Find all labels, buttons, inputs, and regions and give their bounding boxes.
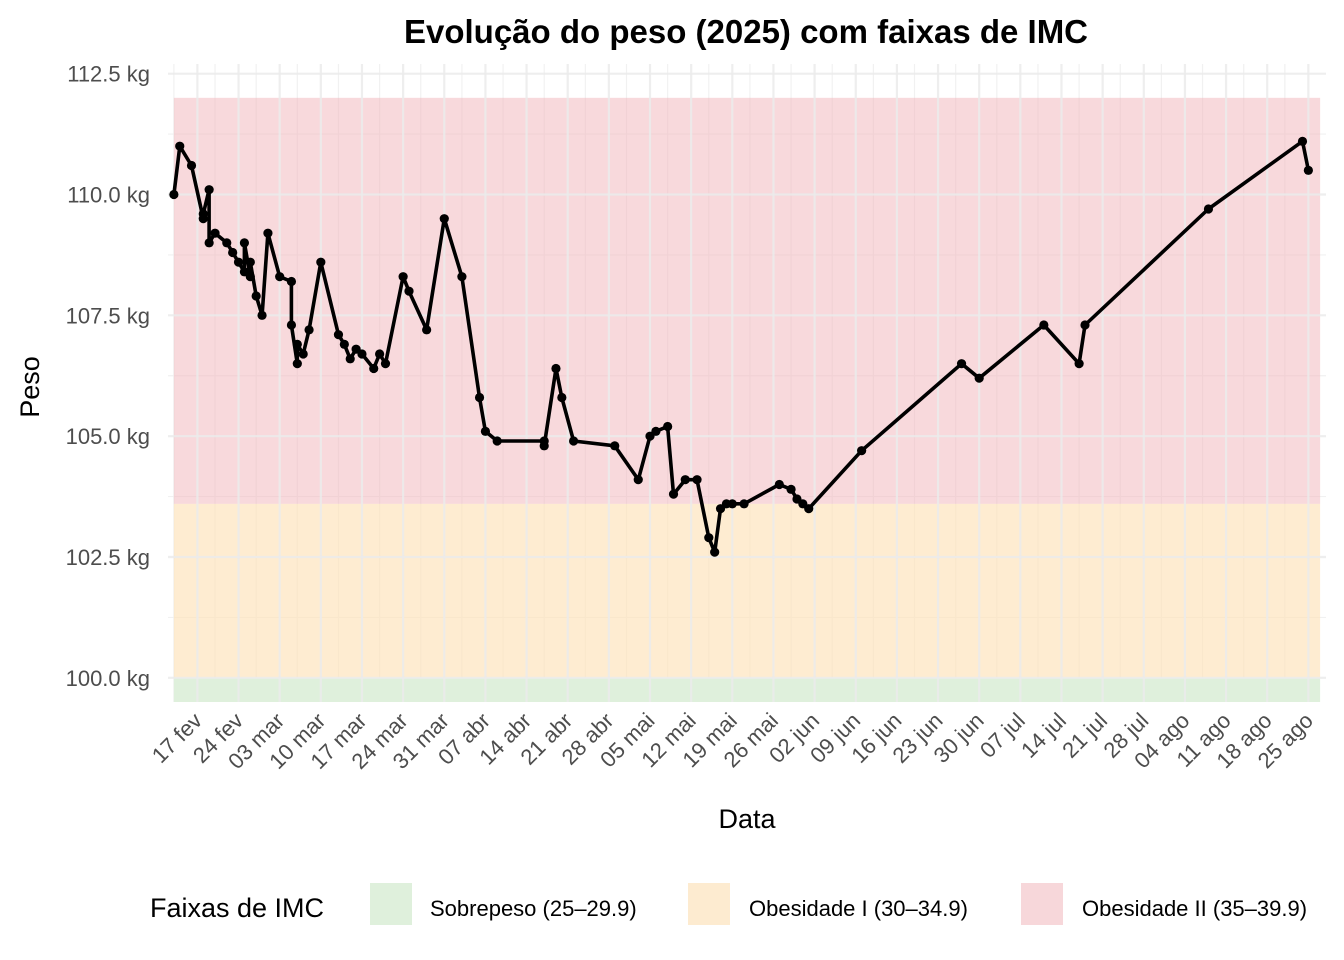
data-point [198, 209, 208, 219]
data-point [345, 354, 355, 364]
data-point [692, 475, 702, 485]
data-point [1303, 165, 1313, 175]
data-point [568, 436, 579, 446]
data-point [439, 214, 449, 224]
data-point [710, 547, 720, 557]
data-point [651, 426, 661, 436]
bmi-bands [173, 97, 1321, 702]
data-point [610, 441, 620, 451]
y-axis-ticks: 100.0 kg 102.5 kg 105.0 kg 107.5 kg 110.0 kg… [66, 62, 150, 691]
data-point [480, 426, 491, 436]
data-point [857, 446, 867, 456]
legend: Faixas de IMC Sobrepeso (25–29.9) Obesida… [150, 883, 1307, 925]
y-tick-label: 100.0 kg [66, 666, 150, 691]
legend-title: Faixas de IMC [150, 893, 324, 923]
data-point [298, 349, 308, 359]
data-point [204, 238, 214, 248]
data-point [422, 325, 432, 335]
data-point [1080, 320, 1090, 330]
y-tick-label: 112.5 kg [67, 62, 150, 87]
data-point [245, 257, 255, 267]
bmi-band [173, 97, 1321, 504]
data-point [457, 272, 467, 282]
data-point [1203, 204, 1214, 214]
bmi-band [173, 677, 1321, 702]
legend-label: Sobrepeso (25–29.9) [430, 896, 637, 921]
data-point [245, 272, 255, 282]
legend-label: Obesidade II (35–39.9) [1082, 896, 1307, 921]
data-point [251, 291, 261, 301]
data-point [304, 325, 314, 335]
x-tick-label: 14 jul [1016, 708, 1071, 763]
data-point [375, 349, 385, 359]
y-tick-label: 102.5 kg [66, 545, 150, 570]
y-axis-title: Peso [15, 356, 45, 418]
data-point [974, 373, 984, 383]
data-point [804, 504, 814, 514]
legend-key [688, 883, 730, 925]
data-point [339, 339, 349, 349]
data-point [774, 479, 784, 490]
data-point [286, 276, 297, 287]
data-point [263, 228, 273, 238]
y-tick-label: 107.5 kg [66, 303, 150, 328]
data-point [175, 141, 185, 151]
legend-key [1021, 883, 1063, 925]
data-point [727, 499, 737, 509]
data-point [369, 363, 379, 374]
legend-key [370, 883, 412, 925]
data-point [539, 441, 549, 451]
data-point [633, 475, 643, 485]
legend-label: Obesidade I (30–34.9) [749, 896, 968, 921]
data-point [680, 475, 690, 485]
data-point [1039, 320, 1049, 330]
weight-points [169, 136, 1313, 557]
data-point [380, 359, 391, 369]
data-point [668, 489, 679, 499]
data-point [551, 363, 561, 374]
data-point [169, 189, 179, 200]
data-point [786, 484, 796, 494]
bmi-band [173, 503, 1321, 678]
data-point [557, 392, 567, 403]
data-point [333, 330, 344, 340]
data-point [239, 238, 250, 248]
chart-title: Evolução do peso (2025) com faixas de IM… [404, 13, 1088, 50]
legend-items: Sobrepeso (25–29.9) Obesidade I (30–34.9)… [370, 883, 1307, 925]
data-point [492, 436, 502, 446]
data-point [1074, 359, 1084, 369]
data-point [404, 286, 414, 296]
data-point [186, 160, 197, 171]
data-point [956, 359, 967, 369]
y-tick-label: 105.0 kg [66, 424, 150, 449]
data-point [228, 247, 238, 258]
data-point [222, 238, 232, 248]
data-point [398, 272, 408, 282]
data-point [292, 339, 302, 349]
data-point [286, 320, 297, 330]
y-tick-label: 110.0 kg [67, 183, 150, 208]
x-tick-label: 21 jul [1057, 708, 1112, 763]
data-point [275, 272, 285, 282]
data-point [316, 257, 326, 267]
x-tick-label: 07 jul [975, 708, 1030, 763]
data-point [357, 349, 367, 359]
data-point [233, 257, 244, 267]
data-point [1297, 136, 1308, 146]
data-point [257, 310, 267, 320]
data-point [292, 359, 302, 369]
data-point [210, 228, 220, 238]
data-point [704, 533, 714, 543]
data-point [739, 499, 749, 509]
data-point [474, 392, 485, 403]
x-axis-title: Data [718, 804, 776, 834]
data-point [204, 185, 214, 195]
data-point [663, 421, 673, 432]
